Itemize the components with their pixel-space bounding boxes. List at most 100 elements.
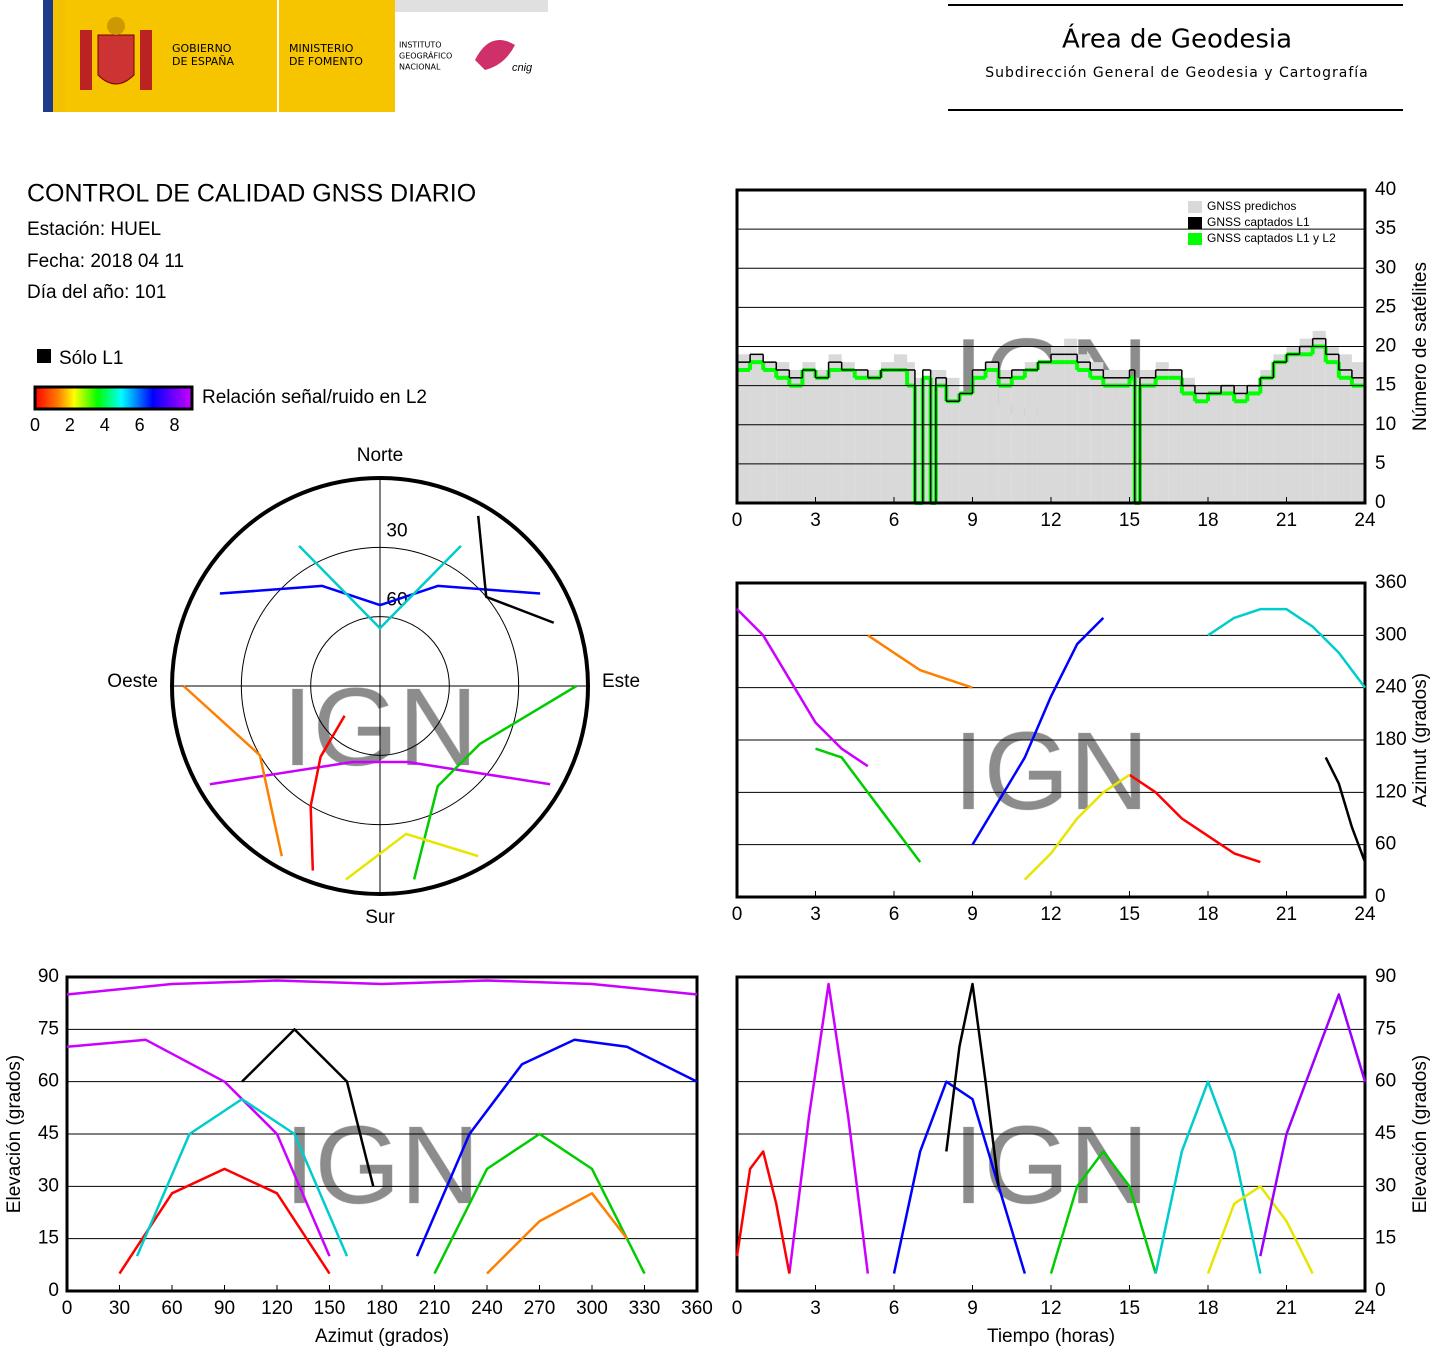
x-tick-label: 150: [314, 1298, 346, 1319]
predicted-step: [907, 362, 915, 503]
y-tick-label: 60: [1375, 834, 1396, 855]
predicted-step: [867, 369, 881, 503]
coat-of-arms: [80, 17, 152, 90]
predicted-step: [737, 354, 751, 503]
station: Estación: HUEL: [27, 219, 161, 240]
y-tick-label: 35: [1375, 218, 1396, 239]
cnig-emblem: [475, 40, 515, 70]
y-tick-label: 0: [1375, 492, 1386, 513]
predicted-step: [828, 354, 842, 503]
x-tick-label: 0: [62, 1298, 73, 1319]
x-tick-label: 0: [732, 1298, 743, 1319]
satellite-track: [476, 515, 555, 624]
snr-colorbar: [33, 385, 194, 411]
satellite-track: [1154, 1080, 1262, 1274]
satellite-track: [412, 684, 578, 880]
satellite-track: [867, 634, 973, 689]
y-tick-label: 120: [1375, 781, 1407, 802]
predicted-step: [802, 362, 816, 503]
satellite-track: [182, 685, 283, 857]
satellite-track: [309, 715, 346, 871]
y-tick-label: 15: [1375, 375, 1396, 396]
ministry-text: DE FOMENTO: [289, 55, 363, 68]
satellite-track: [135, 1097, 349, 1257]
satellite-track: [415, 1038, 698, 1257]
y-tick-label: 15: [1375, 1228, 1396, 1249]
predicted-step: [1116, 369, 1130, 503]
predicted-step: [776, 362, 790, 503]
predicted-step: [1260, 369, 1274, 503]
x-tick-label: 0: [732, 904, 743, 925]
predicted-step: [959, 393, 973, 503]
direction-label: Oeste: [107, 671, 158, 692]
satellite-track: [1049, 1150, 1157, 1274]
predicted-step: [1168, 369, 1182, 503]
predicted-step: [763, 362, 777, 503]
satellite-track: [1206, 1185, 1314, 1275]
x-tick-label: 120: [261, 1298, 293, 1319]
x-tick-label: 3: [810, 1298, 821, 1319]
y-tick-label: 40: [1375, 179, 1396, 200]
y-tick-label: 0: [1375, 1280, 1386, 1301]
plot-frame: [735, 975, 1367, 1293]
institute-bar: [395, 0, 548, 12]
y-tick-label: 360: [1375, 572, 1407, 593]
x-tick-label: 9: [967, 1298, 978, 1319]
flag-stripe: [53, 0, 65, 112]
x-tick-label: 18: [1197, 510, 1218, 531]
gov-text: DE ESPAÑA: [172, 55, 235, 68]
x-tick-label: 3: [810, 510, 821, 531]
y-tick-label: 90: [1375, 966, 1396, 987]
y-tick-label: 90: [38, 966, 59, 987]
x-tick-label: 15: [1119, 510, 1140, 531]
watermark: IGN: [953, 710, 1149, 833]
direction-label: Norte: [357, 445, 403, 466]
y-tick-label: 30: [1375, 257, 1396, 278]
direction-label: Este: [602, 671, 640, 692]
y-axis-label: Elevación (grados): [1410, 1055, 1431, 1213]
satellite-track: [66, 1038, 331, 1257]
predicted-step: [1299, 338, 1313, 503]
predicted-step: [914, 377, 923, 503]
predicted-step: [1090, 362, 1104, 503]
y-tick-label: 0: [1375, 886, 1386, 907]
predicted-step: [815, 369, 829, 503]
ministry-text: MINISTERIO: [289, 42, 354, 55]
institute-text: NACIONAL: [399, 63, 441, 72]
flag-stripe: [43, 0, 53, 112]
x-tick-label: 21: [1276, 904, 1297, 925]
predicted-step: [1139, 369, 1156, 503]
snr-label: Relación señal/ruido en L2: [202, 387, 427, 408]
cnig-text: cnig: [512, 62, 533, 74]
predicted-step: [841, 362, 855, 503]
satellite-track: [118, 1167, 331, 1275]
x-tick-label: 6: [889, 510, 900, 531]
ring-label: 30: [386, 520, 407, 541]
x-tick-label: 15: [1119, 1298, 1140, 1319]
plot-frame: [65, 975, 699, 1293]
x-tick-label: 12: [1040, 510, 1061, 531]
satellite-track: [788, 982, 870, 1274]
predicted-step: [1011, 369, 1025, 503]
x-tick-label: 6: [889, 1298, 900, 1319]
snr-tick-label: 2: [65, 415, 75, 435]
satellite-track: [892, 1080, 1027, 1274]
x-tick-label: 9: [967, 904, 978, 925]
legend-swatch: [1188, 217, 1202, 229]
l1-only-swatch: [37, 349, 51, 363]
x-tick-label: 12: [1040, 904, 1061, 925]
predicted-step: [1077, 354, 1091, 503]
x-tick-label: 24: [1354, 904, 1376, 925]
area-title: Área de Geodesia: [1062, 23, 1292, 55]
x-tick-label: 360: [681, 1298, 713, 1319]
y-tick-label: 45: [1375, 1123, 1396, 1144]
predicted-step: [1134, 377, 1140, 503]
predicted-step: [854, 369, 868, 503]
satellite-track: [241, 1028, 375, 1187]
x-axis-label: Tiempo (horas): [987, 1326, 1115, 1347]
satellite-track: [298, 545, 462, 630]
legend-label: GNSS captados L1 y L2: [1207, 231, 1336, 245]
y-tick-label: 30: [1375, 1175, 1396, 1196]
